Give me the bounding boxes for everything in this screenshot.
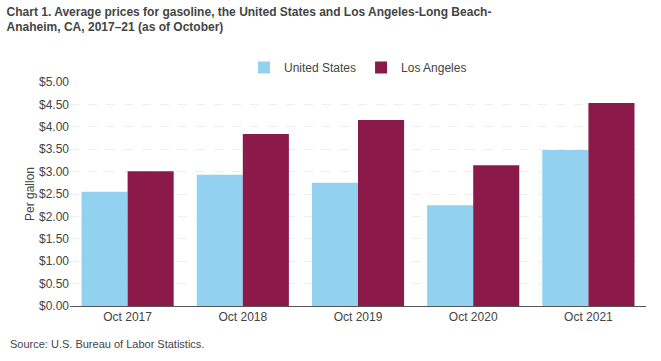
svg-text:$5.00: $5.00	[39, 75, 69, 89]
svg-text:Los Angeles: Los Angeles	[401, 61, 466, 75]
svg-text:$1.00: $1.00	[39, 254, 69, 268]
svg-text:Oct 2021: Oct 2021	[564, 310, 613, 324]
svg-text:$0.50: $0.50	[39, 277, 69, 291]
svg-text:$3.50: $3.50	[39, 142, 69, 156]
svg-text:Oct 2020: Oct 2020	[449, 310, 498, 324]
svg-text:United States: United States	[284, 61, 356, 75]
svg-text:Oct 2019: Oct 2019	[334, 310, 383, 324]
svg-text:Per gallon: Per gallon	[23, 167, 37, 221]
svg-text:$1.50: $1.50	[39, 232, 69, 246]
svg-text:Oct 2018: Oct 2018	[218, 310, 267, 324]
svg-text:$2.50: $2.50	[39, 187, 69, 201]
svg-text:$4.50: $4.50	[39, 98, 69, 112]
svg-text:Source: U.S. Bureau of Labor S: Source: U.S. Bureau of Labor Statistics.	[10, 338, 204, 350]
svg-text:Oct 2017: Oct 2017	[103, 310, 152, 324]
svg-text:$2.00: $2.00	[39, 210, 69, 224]
svg-text:Chart 1. Average prices for ga: Chart 1. Average prices for gasoline, th…	[7, 5, 492, 35]
svg-text:$4.00: $4.00	[39, 120, 69, 134]
svg-text:$3.00: $3.00	[39, 165, 69, 179]
svg-text:$0.00: $0.00	[39, 299, 69, 313]
